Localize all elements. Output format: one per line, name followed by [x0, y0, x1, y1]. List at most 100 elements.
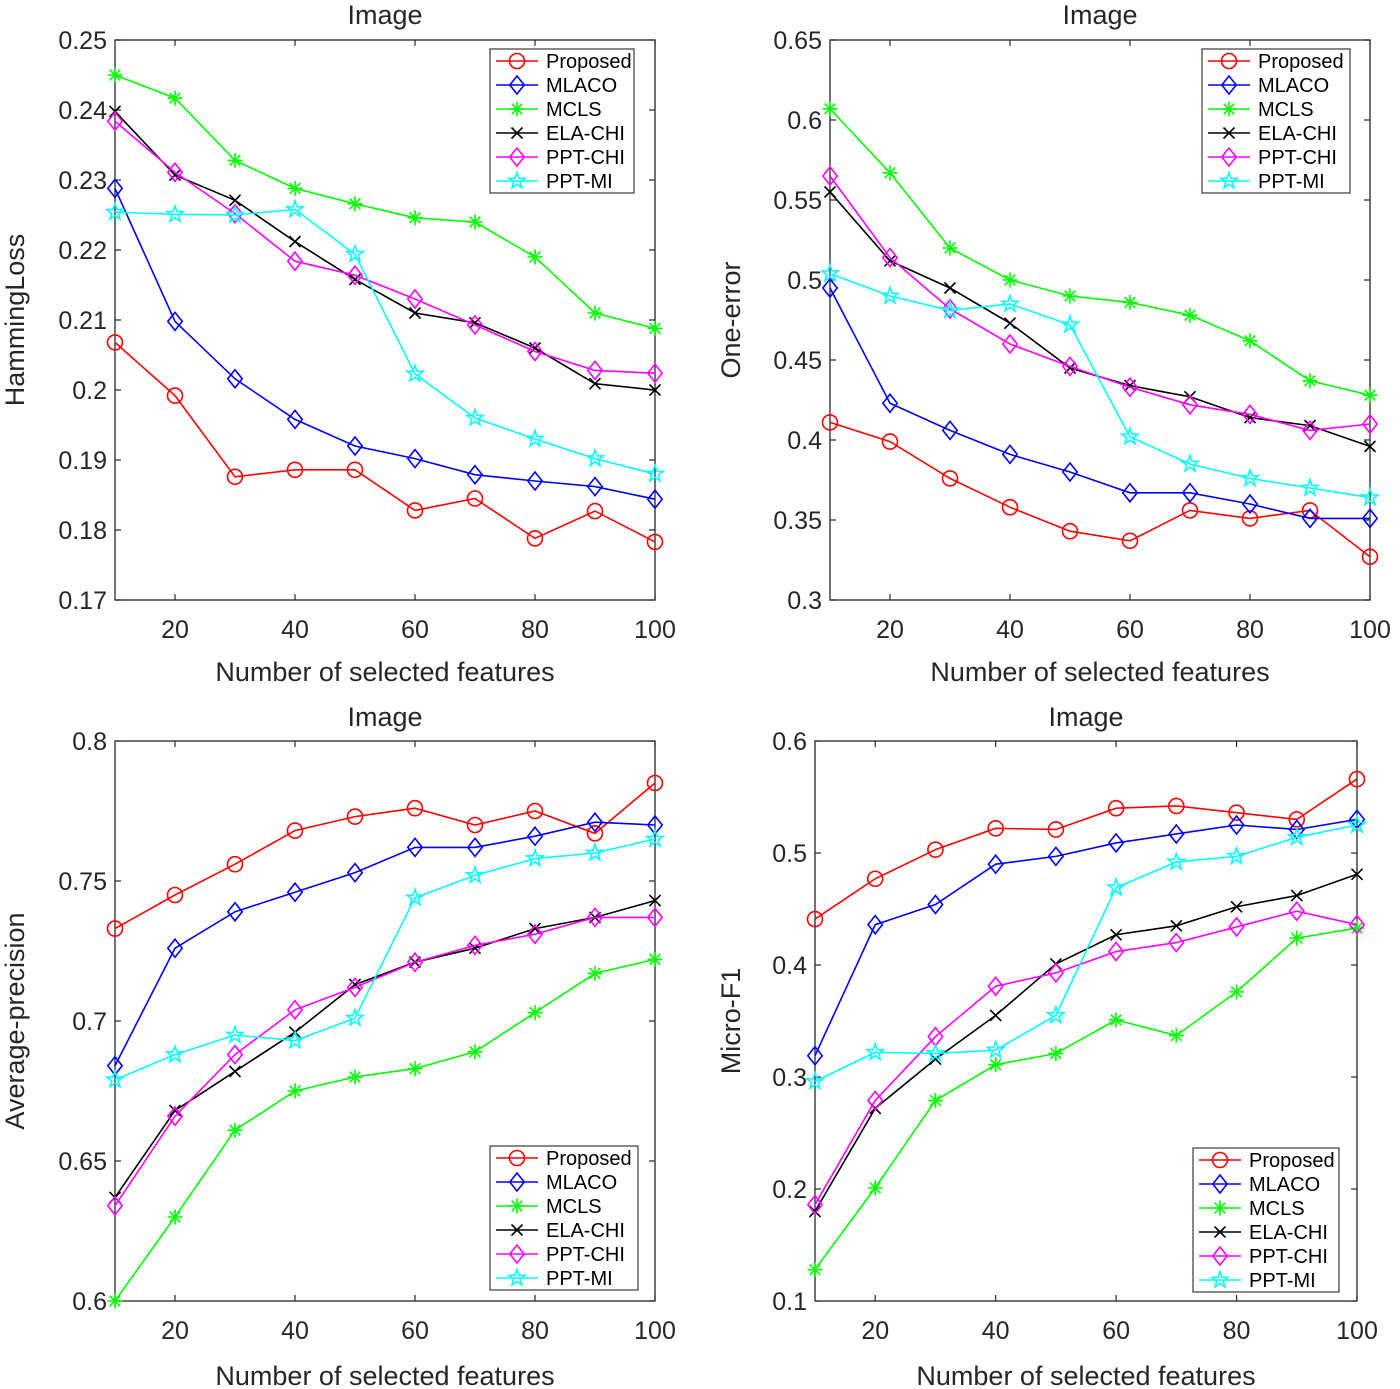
data-point-ppt-mi	[1045, 1004, 1067, 1025]
legend-marker	[510, 1223, 524, 1237]
data-point-proposed	[881, 433, 899, 450]
data-point-mlaco	[1001, 444, 1019, 465]
data-point-ppt-mi	[104, 201, 126, 222]
data-point-ela-chi-shape	[168, 1104, 182, 1117]
data-point-ppt-mi	[1059, 313, 1081, 334]
data-point-ppt-chi	[166, 162, 184, 183]
series-line-mlaco	[114, 188, 656, 500]
data-point-proposed	[1361, 548, 1379, 566]
series-line-mlaco	[114, 821, 656, 1067]
data-point-mlaco	[1361, 508, 1379, 529]
data-point-mcls	[867, 1180, 883, 1196]
data-point-ppt-mi-shape	[864, 1041, 886, 1062]
y-tick-label: 0.17	[58, 587, 107, 615]
data-point-proposed-shape	[346, 461, 364, 479]
series-line-ppt-mi	[829, 272, 1371, 499]
data-point-ppt-chi	[987, 975, 1004, 997]
y-tick-label: 0.7	[72, 1008, 107, 1036]
data-point-ela-chi	[1110, 928, 1123, 941]
data-point-mlaco	[286, 409, 304, 430]
legend-item-ppt-mi: PPT-MI	[1208, 170, 1325, 193]
data-point-mlaco	[866, 914, 884, 935]
legend-marker	[1221, 101, 1237, 117]
data-point-proposed	[927, 841, 944, 858]
data-point-ela-chi	[168, 169, 182, 182]
series-mcls	[107, 67, 663, 336]
data-point-ppt-mi-shape	[524, 428, 546, 448]
data-point-proposed-shape	[586, 825, 604, 842]
data-point-mcls	[822, 101, 838, 117]
data-point-ela-chi	[883, 254, 897, 267]
legend-marker-shape	[1213, 1225, 1227, 1239]
data-point-mcls-shape	[287, 180, 303, 196]
series-mlaco	[821, 277, 1379, 529]
data-point-ppt-chi	[1061, 356, 1079, 377]
data-point-mlaco	[1228, 814, 1245, 836]
data-point-ela-chi	[1170, 919, 1183, 932]
data-point-ppt-mi-shape	[344, 243, 366, 264]
data-point-proposed	[1107, 799, 1125, 817]
legend-marker	[1220, 52, 1238, 70]
data-point-proposed-shape	[1361, 548, 1379, 566]
series-mcls	[807, 920, 1365, 1278]
data-point-mlaco-shape	[586, 476, 604, 497]
y-axis-label: One-error	[716, 261, 746, 378]
data-point-ppt-mi	[925, 1042, 946, 1063]
legend-label: MLACO	[1258, 75, 1329, 97]
data-point-ppt-mi-shape	[284, 1029, 306, 1050]
data-point-ppt-mi-shape	[1359, 486, 1381, 507]
legend-item-mlaco: MLACO	[496, 74, 617, 97]
data-point-ela-chi-shape	[528, 341, 542, 355]
data-point-ppt-mi	[1165, 851, 1187, 871]
legend-box	[1201, 48, 1351, 194]
data-point-mlaco	[106, 1055, 124, 1077]
chart-title: Image	[1048, 702, 1123, 732]
data-point-proposed-shape	[1121, 532, 1139, 550]
data-point-mlaco	[586, 476, 604, 497]
data-point-proposed-shape	[526, 802, 544, 820]
legend-marker	[506, 170, 528, 190]
x-tick-label: 20	[861, 1317, 889, 1345]
data-point-ppt-mi-shape	[985, 1039, 1007, 1059]
series-line-mcls	[114, 74, 656, 330]
legend-item-proposed: Proposed	[496, 1148, 632, 1170]
x-tick-label: 100	[1349, 616, 1391, 644]
data-point-mcls-shape	[587, 965, 603, 981]
data-point-ppt-chi	[586, 360, 604, 381]
data-point-proposed	[286, 461, 304, 479]
legend-marker	[1220, 74, 1238, 96]
chart-title: Image	[347, 702, 422, 732]
data-point-mlaco-shape	[646, 814, 664, 836]
data-point-ppt-chi	[166, 1105, 184, 1127]
data-point-mlaco	[166, 937, 184, 959]
legend-box	[1192, 1147, 1340, 1293]
data-point-ppt-mi	[644, 828, 666, 848]
data-point-proposed	[1047, 821, 1065, 838]
legend-marker	[508, 52, 526, 70]
x-tick-label: 40	[281, 1317, 309, 1345]
data-point-ppt-chi	[1121, 376, 1139, 398]
legend-item-ela-chi: ELA-CHI	[496, 1220, 625, 1242]
data-point-ppt-chi	[346, 977, 364, 998]
legend-marker	[508, 1171, 526, 1193]
x-axis-label: Number of selected features	[215, 1361, 554, 1389]
chart-panel-2: 20 40 60 80 100 0.3 0.35 0.4 0.45 0.5 0.55 0.6 0.65 I…	[716, 0, 1391, 687]
x-tick-label: 80	[1223, 1317, 1251, 1345]
x-tick-label: 80	[1236, 616, 1264, 644]
data-point-ppt-chi-shape	[1288, 900, 1306, 922]
legend-label: PPT-CHI	[546, 147, 625, 169]
series-line-mcls	[814, 927, 1358, 1271]
x-tick-label: 60	[1102, 1317, 1130, 1345]
legend-marker	[506, 1267, 528, 1287]
data-point-proposed-shape	[286, 461, 304, 479]
data-point-proposed-shape	[166, 886, 184, 904]
legend-marker-shape	[1211, 1245, 1229, 1267]
data-point-mlaco-shape	[1001, 444, 1019, 465]
legend-label: Proposed	[546, 1148, 632, 1170]
data-point-ela-chi	[528, 341, 542, 355]
data-point-ppt-mi	[284, 1029, 306, 1050]
data-point-ppt-mi	[1286, 826, 1308, 847]
data-point-mcls-shape	[647, 320, 663, 336]
data-point-proposed	[821, 414, 839, 431]
legend-marker-shape	[1212, 1200, 1228, 1216]
